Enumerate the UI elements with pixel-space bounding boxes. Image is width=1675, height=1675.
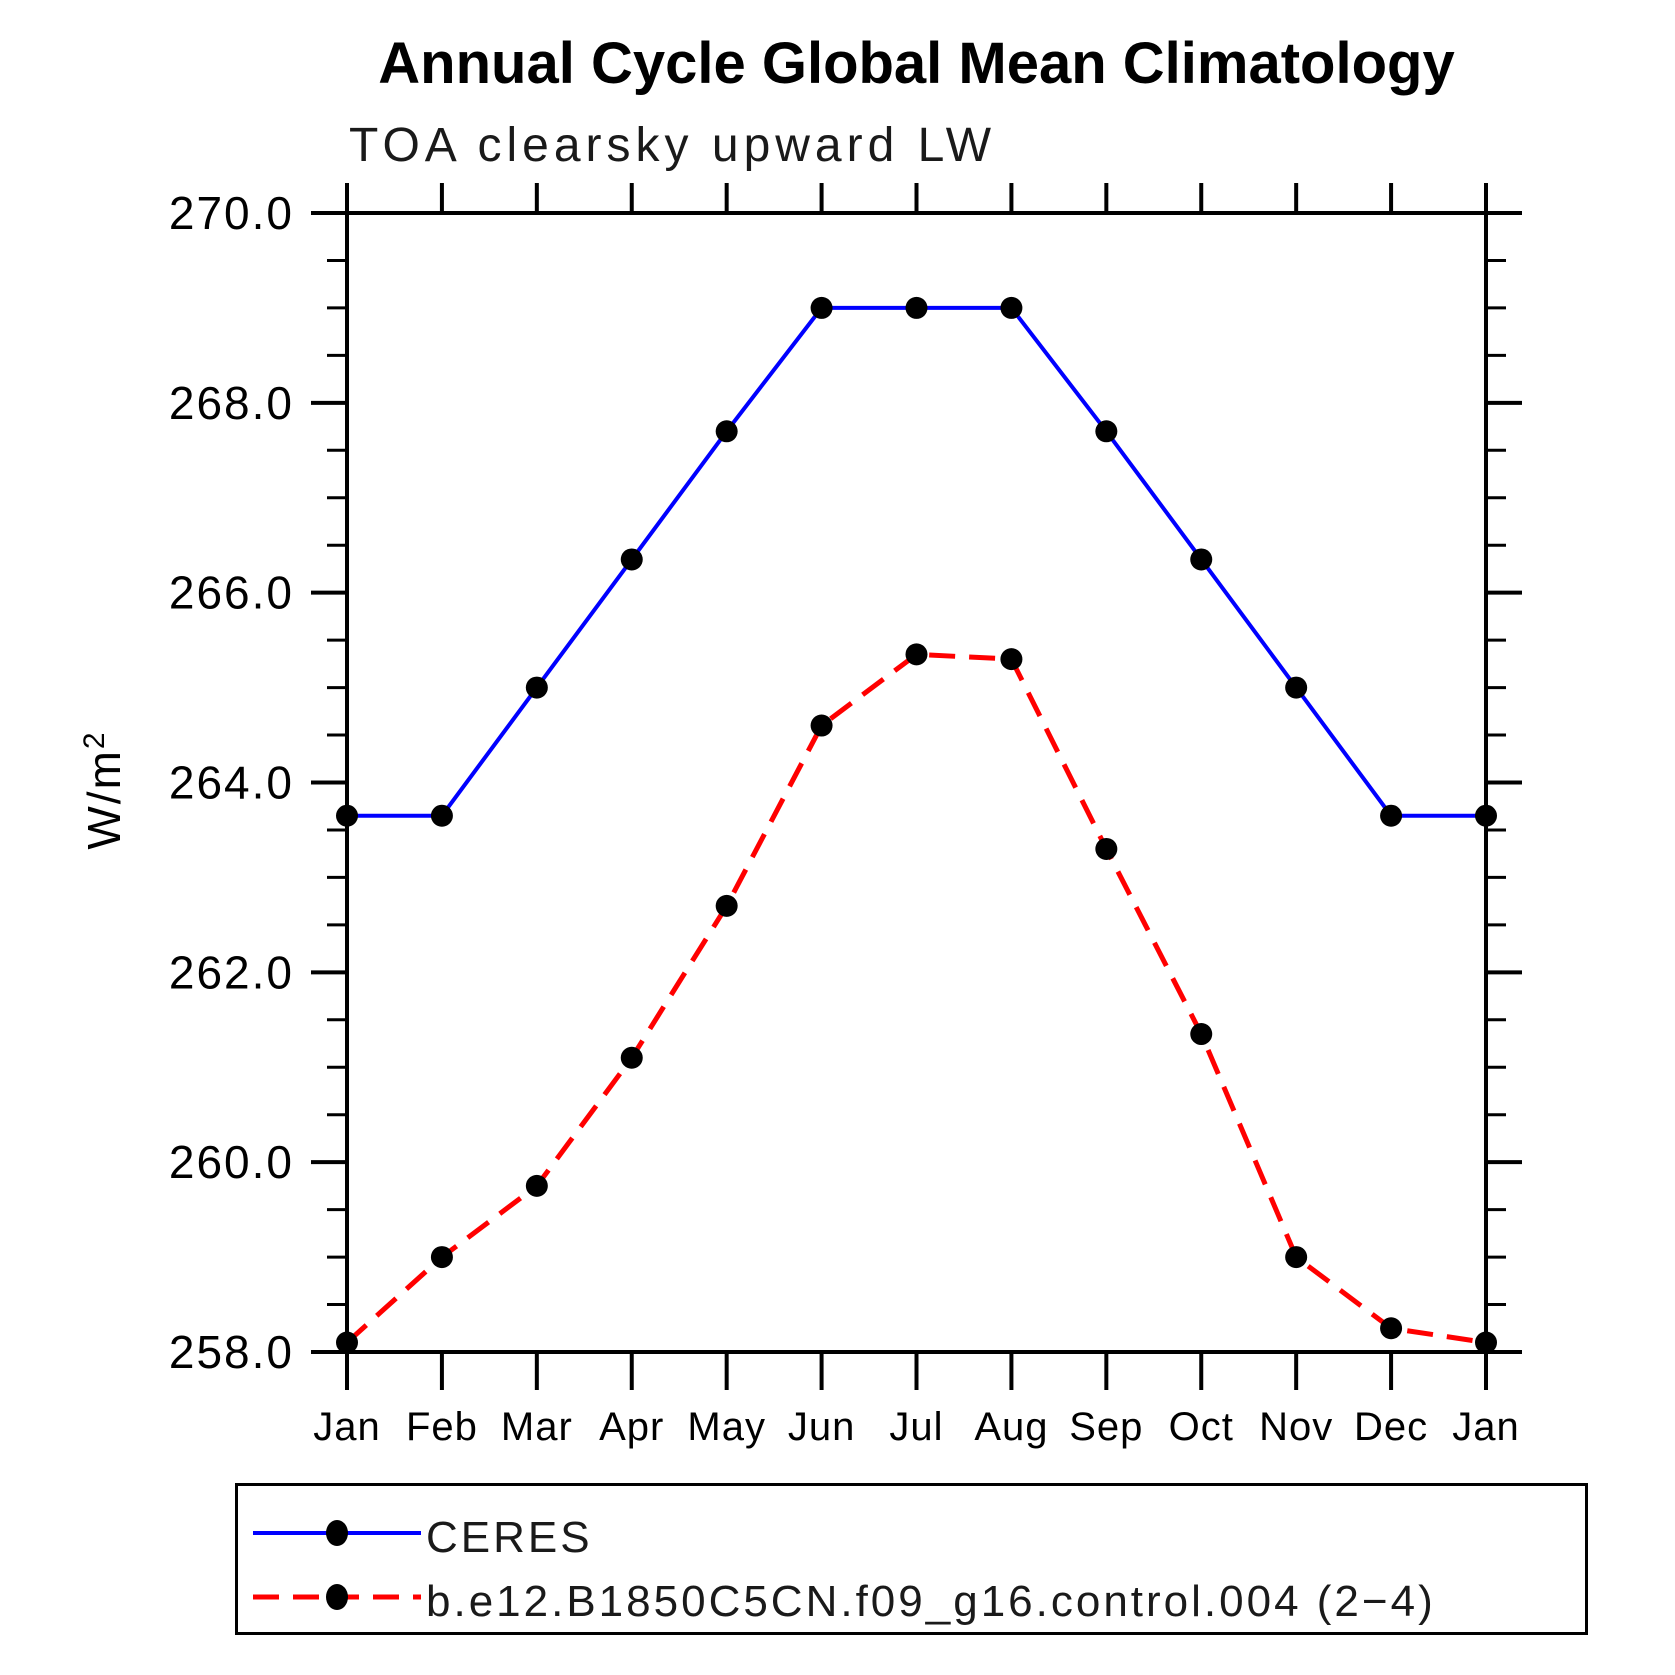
data-point-marker xyxy=(715,420,738,443)
data-point-marker xyxy=(336,804,358,827)
data-point-marker xyxy=(620,1046,643,1069)
legend-entry-ceres: CERES xyxy=(238,1511,1585,1562)
x-tick-label: Apr xyxy=(599,1405,664,1449)
x-tick-label: May xyxy=(687,1405,766,1449)
data-point-marker xyxy=(905,296,928,319)
data-point-marker xyxy=(1475,804,1497,827)
legend-sample-marker xyxy=(326,1520,348,1546)
data-point-marker xyxy=(1095,420,1118,443)
x-tick-label: Jun xyxy=(788,1405,856,1449)
plot-frame xyxy=(345,211,1488,1354)
data-point-marker xyxy=(336,1331,358,1354)
data-point-marker xyxy=(1000,296,1023,319)
data-point-marker xyxy=(810,714,833,737)
y-tick-label: 268.0 xyxy=(169,377,294,429)
x-tick-label: Jan xyxy=(1452,1405,1520,1449)
x-tick-label: Aug xyxy=(974,1405,1048,1449)
data-point-marker xyxy=(525,1174,548,1197)
data-point-marker xyxy=(430,1246,453,1269)
data-point-marker xyxy=(620,548,643,571)
y-tick-label: 270.0 xyxy=(169,187,294,239)
chart-canvas: 270.0 268.0 266.0 264.0 262.0 260.0 258.0 Jan Fe… xyxy=(78,183,1522,1449)
legend-label-ceres: CERES xyxy=(426,1513,593,1562)
x-tick-label: Dec xyxy=(1354,1405,1428,1449)
legend-sample-0 xyxy=(253,1520,421,1546)
legend-sample-marker xyxy=(326,1584,348,1610)
data-point-marker xyxy=(1285,1246,1308,1269)
x-tick-label: Mar xyxy=(501,1405,573,1449)
y-tick-label: 262.0 xyxy=(169,946,294,998)
data-point-marker xyxy=(1190,548,1213,571)
data-point-marker xyxy=(1380,1317,1403,1340)
data-point-marker xyxy=(905,643,928,666)
y-tick-label: 258.0 xyxy=(169,1326,294,1378)
legend-box: CERES b.e12.B1850C5CN.f09_g16.control.00… xyxy=(235,1483,1588,1635)
data-point-marker xyxy=(430,804,453,827)
series-line-0 xyxy=(347,305,1486,818)
x-tick-label: Sep xyxy=(1069,1405,1143,1449)
data-point-marker xyxy=(1000,648,1023,671)
legend-entry-model: b.e12.B1850C5CN.f09_g16.control.004 (2−4… xyxy=(238,1575,1585,1626)
chart-subtitle: TOA clearsky upward LW xyxy=(349,119,997,172)
x-tick-label: Nov xyxy=(1259,1405,1333,1449)
legend-label-model: b.e12.B1850C5CN.f09_g16.control.004 (2−4… xyxy=(426,1577,1436,1626)
y-axis-label: W/m2 xyxy=(78,730,130,849)
data-point-marker xyxy=(1190,1023,1213,1046)
y-tick-label: 266.0 xyxy=(169,567,294,619)
data-point-marker xyxy=(810,296,833,319)
series-line-1 xyxy=(345,651,1487,1345)
data-point-marker xyxy=(1475,1331,1497,1354)
data-point-marker xyxy=(1285,676,1308,699)
chart-title: Annual Cycle Global Mean Climatology xyxy=(378,31,1455,96)
data-point-marker xyxy=(1095,837,1118,860)
y-tick-label: 264.0 xyxy=(169,757,294,809)
x-tick-label: Oct xyxy=(1169,1405,1234,1449)
y-tick-label: 260.0 xyxy=(169,1136,294,1188)
x-tick-label: Feb xyxy=(406,1405,478,1449)
data-point-marker xyxy=(715,894,738,917)
data-point-marker xyxy=(525,676,548,699)
data-point-marker xyxy=(1380,804,1403,827)
x-tick-label: Jan xyxy=(313,1405,381,1449)
legend-sample-1 xyxy=(253,1584,421,1610)
x-tick-label: Jul xyxy=(889,1405,943,1449)
